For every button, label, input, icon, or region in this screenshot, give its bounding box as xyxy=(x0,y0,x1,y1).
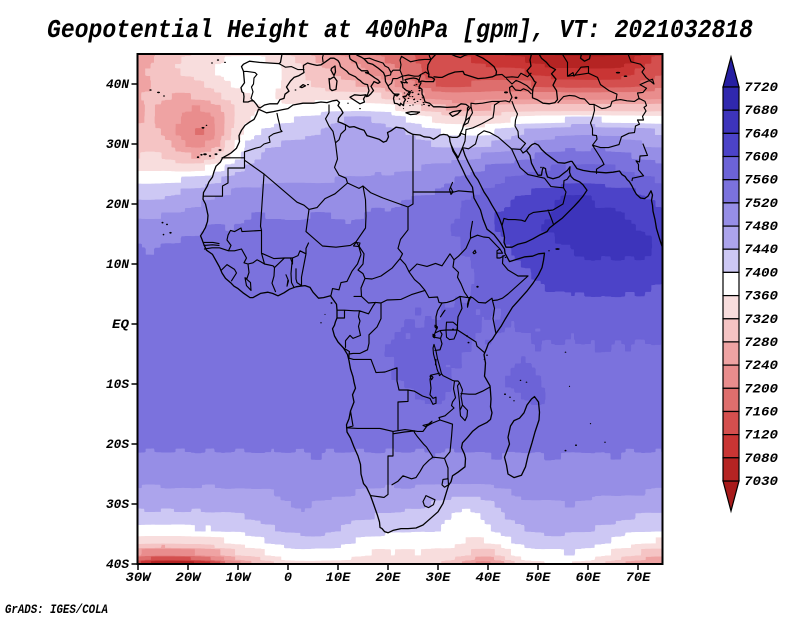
svg-text:7200: 7200 xyxy=(744,381,778,396)
svg-text:30W: 30W xyxy=(126,570,152,585)
svg-text:10S: 10S xyxy=(106,377,129,392)
svg-text:7030: 7030 xyxy=(744,474,778,489)
svg-text:GrADS: IGES/COLA: GrADS: IGES/COLA xyxy=(5,602,108,617)
svg-text:40E: 40E xyxy=(476,570,502,585)
svg-text:10N: 10N xyxy=(106,257,129,272)
svg-text:30S: 30S xyxy=(106,497,129,512)
svg-text:7160: 7160 xyxy=(744,405,778,420)
svg-text:7320: 7320 xyxy=(744,312,778,327)
svg-text:60E: 60E xyxy=(576,570,602,585)
svg-text:7240: 7240 xyxy=(744,358,778,373)
svg-text:7400: 7400 xyxy=(744,265,778,280)
svg-text:7600: 7600 xyxy=(744,150,778,165)
svg-text:7720: 7720 xyxy=(744,80,778,95)
svg-text:EQ: EQ xyxy=(112,317,129,332)
svg-text:40S: 40S xyxy=(106,557,129,572)
svg-text:10W: 10W xyxy=(226,570,252,585)
svg-text:20S: 20S xyxy=(106,437,129,452)
svg-text:40N: 40N xyxy=(106,77,129,92)
svg-text:20E: 20E xyxy=(376,570,402,585)
svg-text:7520: 7520 xyxy=(744,196,778,211)
svg-text:70E: 70E xyxy=(626,570,652,585)
svg-text:7560: 7560 xyxy=(744,173,778,188)
svg-text:50E: 50E xyxy=(526,570,552,585)
svg-text:7640: 7640 xyxy=(744,126,778,141)
svg-text:7120: 7120 xyxy=(744,428,778,443)
svg-text:7680: 7680 xyxy=(744,103,778,118)
svg-text:7280: 7280 xyxy=(744,335,778,350)
svg-text:7480: 7480 xyxy=(744,219,778,234)
svg-text:7440: 7440 xyxy=(744,242,778,257)
svg-text:10E: 10E xyxy=(326,570,352,585)
svg-text:30E: 30E xyxy=(426,570,452,585)
svg-text:30N: 30N xyxy=(106,137,129,152)
svg-text:0: 0 xyxy=(284,570,292,585)
svg-text:Geopotential Height at 400hPa: Geopotential Height at 400hPa [gpm], VT:… xyxy=(47,15,753,45)
svg-text:7080: 7080 xyxy=(744,451,778,466)
svg-text:20N: 20N xyxy=(106,197,129,212)
svg-text:7360: 7360 xyxy=(744,289,778,304)
svg-text:20W: 20W xyxy=(176,570,202,585)
